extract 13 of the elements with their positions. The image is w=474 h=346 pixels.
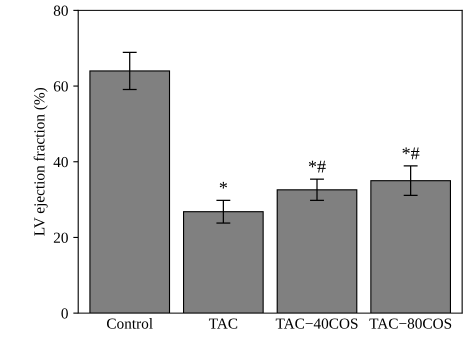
y-axis-title: LV ejection fraction (%)	[34, 88, 48, 236]
y-tick-label: 40	[54, 156, 68, 168]
x-tick-label: TAC	[208, 318, 238, 329]
y-tick-label: 60	[54, 81, 68, 92]
y-tick-label: 20	[54, 232, 68, 243]
x-tick-label: TAC−40COS	[276, 318, 358, 329]
annotation: *	[220, 182, 228, 189]
x-tick-label: TAC−80COS	[369, 318, 452, 329]
y-tick-label: 0	[61, 308, 68, 319]
annotation: *#	[402, 147, 420, 160]
annotation: *#	[308, 160, 326, 173]
x-tick-label: Control	[107, 318, 153, 329]
y-tick-label: 80	[54, 6, 68, 16]
